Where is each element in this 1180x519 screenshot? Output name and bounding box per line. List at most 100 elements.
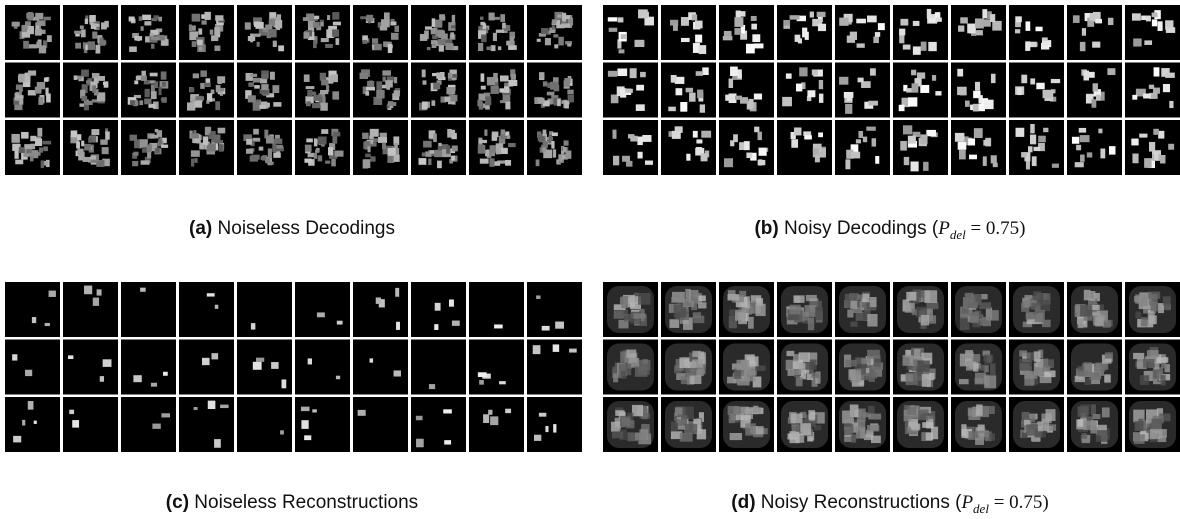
image-blob [990,363,995,375]
image-blob [388,44,393,53]
image-blob [806,295,817,301]
image-blob [438,39,446,45]
image-blob [567,43,571,46]
image-blob [1033,147,1040,151]
image-blob [868,406,875,415]
image-blob [679,357,689,368]
image-blob [744,141,750,150]
image-blob [376,81,382,90]
image-grid [603,282,1180,452]
image-blob [46,93,51,102]
image-blob [754,127,759,133]
image-blob [957,69,963,77]
image-blob [1133,38,1141,46]
image-blob [395,288,399,297]
image-blob [1078,406,1089,416]
image-blob [133,152,138,156]
image-blob [12,22,20,27]
image-blob [140,288,146,292]
image-blob [1100,364,1105,371]
image-blob [918,410,928,421]
image-blob [386,82,390,90]
image-blob [394,77,397,83]
image-blob [191,159,194,167]
image-blob [161,413,170,417]
image-blob [739,142,744,150]
image-blob [366,15,373,22]
image-blob [1026,161,1030,170]
image-blob [144,81,150,85]
image-blob [81,141,84,147]
image-blob [368,146,371,152]
image-tile [5,340,60,395]
image-blob [922,422,933,428]
image-blob [439,14,445,17]
image-blob [613,156,619,166]
image-blob [325,44,333,48]
image-blob [958,25,964,31]
image-blob [553,149,556,157]
image-blob [208,401,216,409]
image-blob [1040,300,1050,311]
image-blob [965,101,970,107]
image-blob [685,424,698,433]
image-blob [75,43,81,49]
image-blob [77,149,83,156]
image-blob [317,312,325,317]
image-blob [14,151,18,159]
image-blob [333,22,341,26]
math-symbol: P [960,492,973,513]
image-blob [729,79,734,88]
image-blob [194,407,198,410]
image-blob [100,376,104,382]
image-blob [336,376,340,380]
image-blob [508,45,517,50]
image-blob [1077,318,1083,328]
image-blob [1038,136,1046,143]
image-blob [304,74,310,81]
image-blob [729,310,734,322]
image-blob [487,77,495,85]
image-blob [24,144,32,149]
image-blob [275,20,282,28]
image-blob [872,138,877,146]
image-blob [451,156,454,161]
image-blob [957,87,967,95]
image-blob [754,43,764,48]
image-blob [698,302,706,308]
image-blob [1092,42,1100,48]
image-blob [257,42,260,47]
image-blob [503,95,511,102]
image-blob [810,12,814,18]
image-blob [191,133,199,138]
image-blob [927,9,931,19]
image-blob [983,140,989,146]
image-blob [569,349,577,353]
image-blob [850,301,857,310]
image-tile [63,397,118,452]
image-blob [976,30,983,35]
image-blob [101,22,107,29]
image-blob [262,74,268,79]
image-blob [102,147,109,154]
image-blob [152,424,160,429]
image-blob [47,35,52,42]
image-blob [1154,152,1158,160]
image-blob [11,134,19,143]
image-blob [1165,73,1175,78]
image-blob [636,104,645,111]
caption-label: (a) [189,218,212,239]
image-blob [1107,68,1115,75]
image-blob [1051,79,1060,83]
image-blob [129,46,137,52]
image-blob [686,154,690,161]
image-blob [685,289,690,301]
image-blob [435,303,441,311]
image-blob [973,362,978,371]
image-blob [929,373,934,380]
image-blob [305,145,312,152]
image-blob [437,161,442,169]
image-blob [434,20,442,28]
image-blob [921,315,929,326]
image-blob [360,73,368,79]
